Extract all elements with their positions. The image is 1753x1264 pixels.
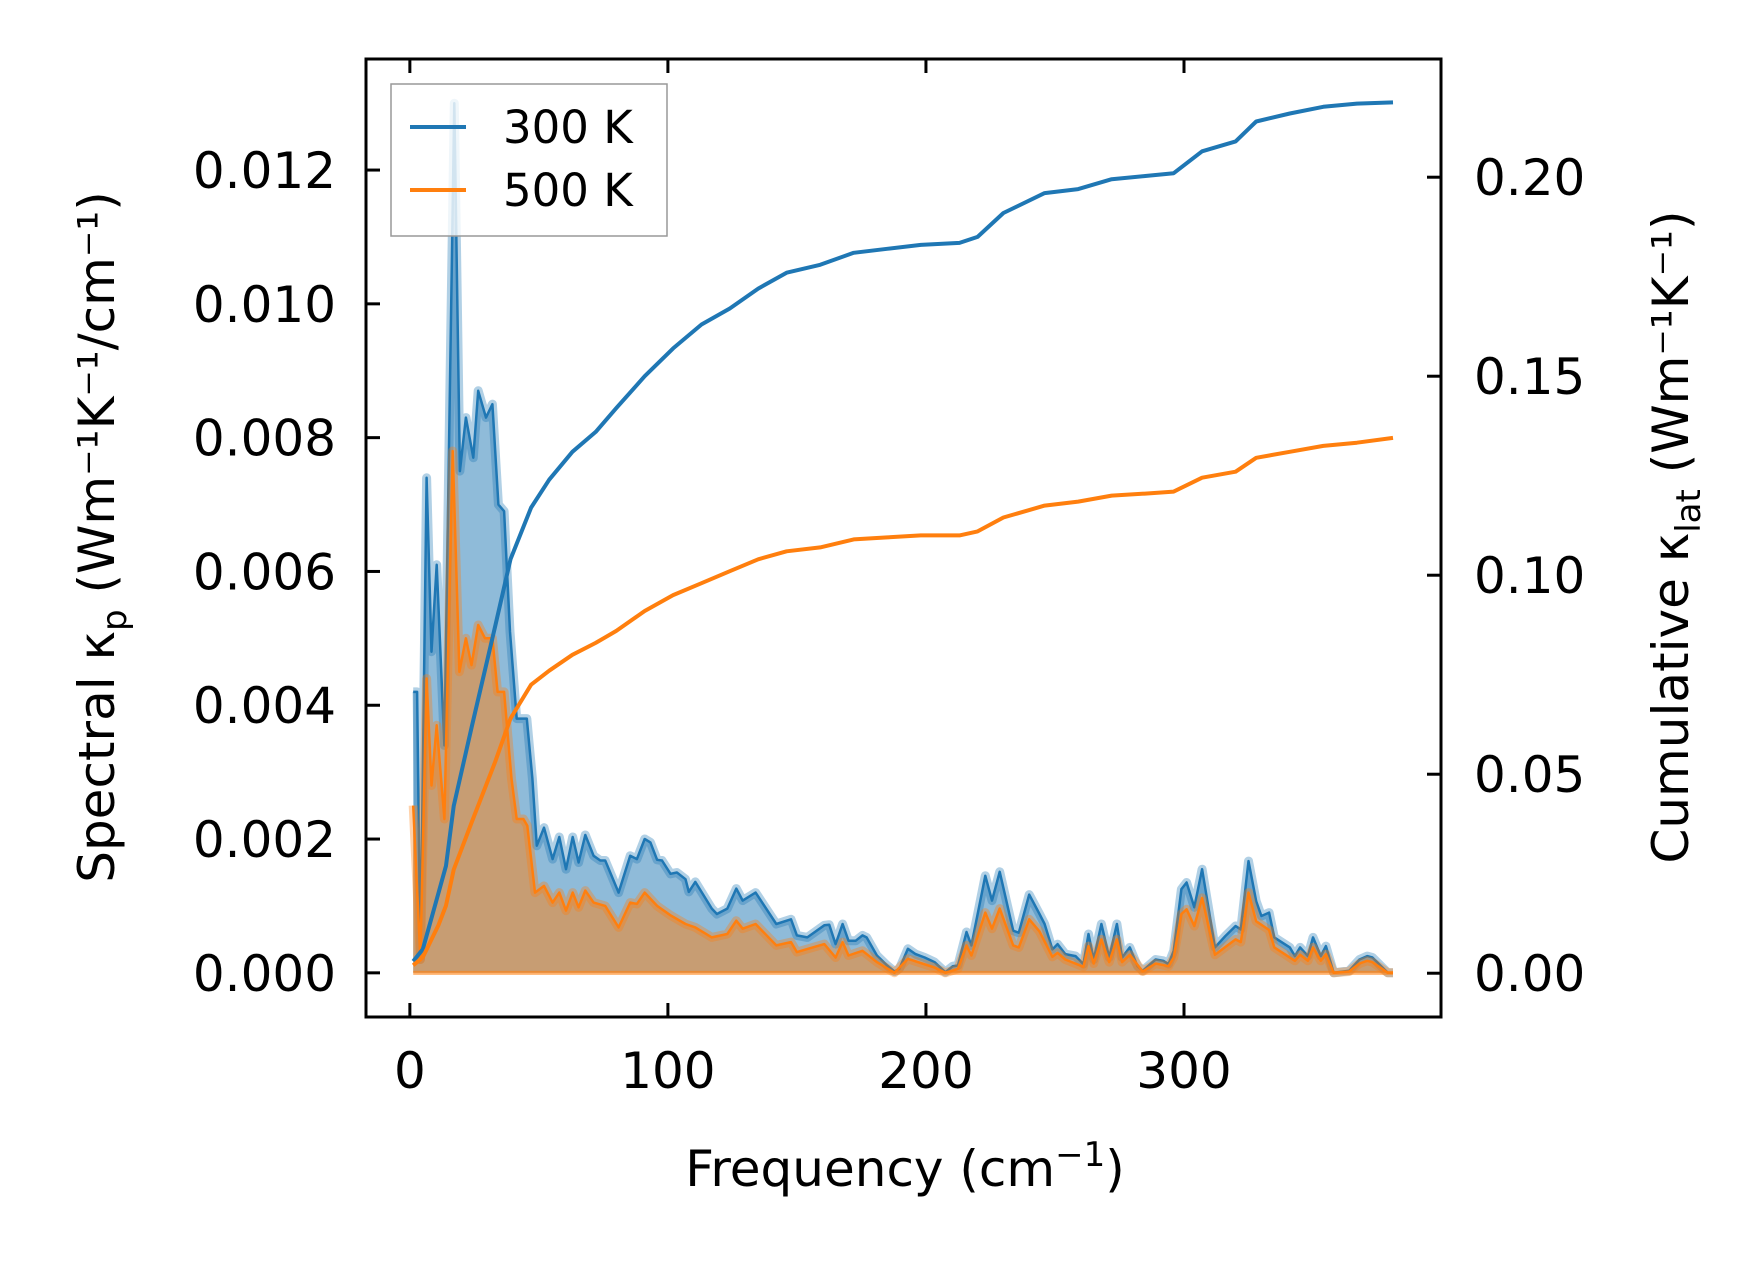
spectral-fill-500k bbox=[413, 451, 1393, 973]
y-right-tick-label: 0.20 bbox=[1474, 149, 1585, 207]
x-tick-label: 300 bbox=[1136, 1042, 1231, 1100]
legend-frame bbox=[390, 83, 668, 237]
legend: 300 K 500 K bbox=[390, 83, 668, 237]
y-right-tick-label: 0.05 bbox=[1474, 746, 1585, 804]
y-axis-left-label: Spectral κp (Wm⁻¹K⁻¹/cm⁻¹) bbox=[68, 191, 135, 883]
ticks: 0 100 200 300 0.000 0.002 0.004 0.006 0.008 0.010… bbox=[193, 59, 1585, 1100]
cumulative-line-300k bbox=[411, 100, 1394, 963]
x-tick-label: 200 bbox=[878, 1042, 973, 1100]
y-left-tick-label: 0.012 bbox=[193, 142, 336, 200]
plot-area bbox=[408, 98, 1394, 978]
x-tick-label: 100 bbox=[620, 1042, 715, 1100]
y-left-tick-label: 0.000 bbox=[193, 945, 336, 1003]
y-right-tick-label: 0.00 bbox=[1474, 945, 1585, 1003]
y-left-tick-label: 0.004 bbox=[193, 677, 336, 735]
cumulative-line-500k bbox=[411, 435, 1394, 967]
legend-label-500k: 500 K bbox=[503, 164, 634, 217]
y-axis-right-label: Cumulative κlat (Wm⁻¹K⁻¹) bbox=[1642, 210, 1709, 863]
x-tick-label: 0 bbox=[394, 1042, 426, 1100]
y-left-tick-label: 0.008 bbox=[193, 410, 336, 468]
y-left-tick-label: 0.010 bbox=[193, 276, 336, 334]
y-left-tick-label: 0.002 bbox=[193, 811, 336, 869]
legend-label-300k: 300 K bbox=[503, 101, 634, 154]
spectral-line-500k bbox=[411, 449, 1393, 975]
axes-frame bbox=[364, 57, 1443, 1019]
x-axis-label: Frequency (cm−1) bbox=[685, 1135, 1125, 1198]
y-right-tick-label: 0.15 bbox=[1474, 348, 1585, 406]
y-right-tick-label: 0.10 bbox=[1474, 547, 1585, 605]
y-left-tick-label: 0.006 bbox=[193, 543, 336, 601]
